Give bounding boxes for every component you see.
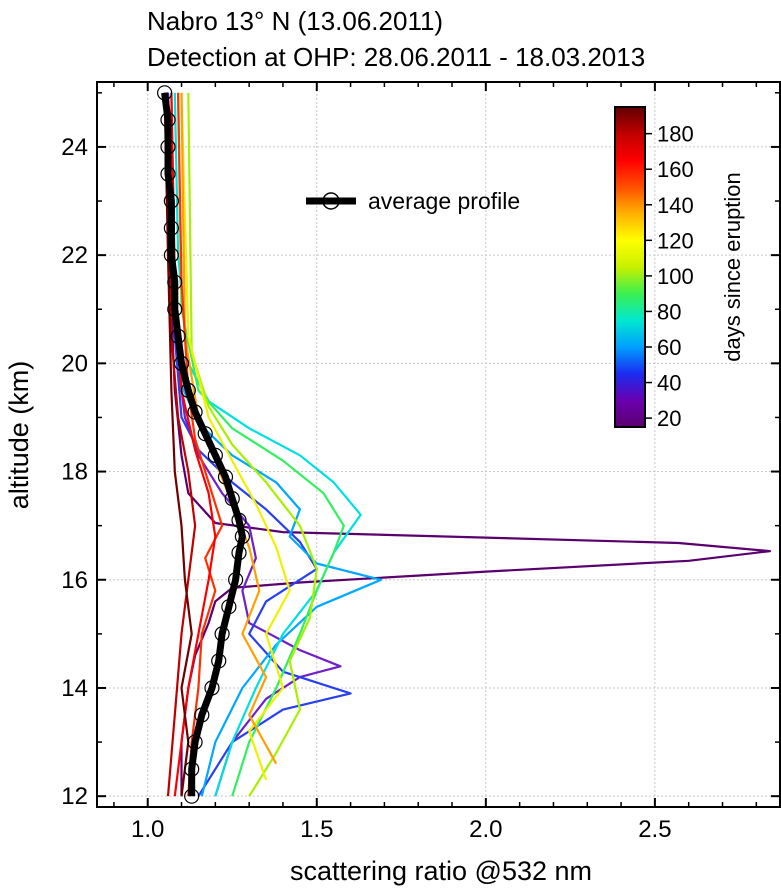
average-profile-marker-10 — [234, 528, 250, 545]
colorbar-tick-label-4: 100 — [657, 264, 694, 289]
average-profile — [157, 85, 250, 804]
average-profile-marker-9 — [231, 545, 247, 561]
colorbar-tick-label-3: 80 — [657, 299, 681, 324]
x-tick-label-3: 2.5 — [638, 816, 671, 843]
average-profile-marker-14 — [207, 447, 223, 463]
colorbar-ticks: 20 40 60 80 100 120 140 160 180 — [645, 122, 694, 431]
x-tick-label-1: 1.5 — [300, 816, 333, 843]
axis-ticks — [97, 82, 780, 807]
y-tick-label-6: 24 — [61, 134, 88, 161]
legend: average profile — [306, 188, 520, 214]
colorbar-tick-label-0: 20 — [657, 406, 681, 431]
y-tick-label-4: 20 — [61, 350, 88, 377]
profile-line-9 — [180, 92, 278, 765]
colorbar-tick-label-8: 180 — [657, 122, 694, 147]
average-profile-marker-17 — [180, 382, 196, 398]
average-profile-marker-24 — [163, 193, 179, 209]
y-tick-label-1: 14 — [61, 675, 88, 702]
average-profile-marker-6 — [214, 626, 230, 642]
x-tick-label-0: 1.0 — [131, 816, 164, 843]
y-tick-label-0: 12 — [61, 783, 88, 810]
average-profile-marker-20 — [167, 301, 183, 317]
average-profile-marker-25 — [160, 166, 176, 182]
colorbar: 20 40 60 80 100 120 140 160 180 days since erupt… — [614, 106, 745, 431]
profile-line-6 — [177, 92, 345, 797]
legend-marker — [322, 192, 340, 210]
y-tick-label-3: 18 — [61, 459, 88, 486]
colorbar-gradient — [614, 106, 646, 428]
average-profile-marker-27 — [160, 112, 176, 128]
profile-line-7 — [187, 92, 318, 797]
colorbar-tick-label-6: 140 — [657, 193, 694, 218]
average-profile-marker-5 — [211, 653, 227, 669]
average-profile-marker-4 — [204, 680, 220, 696]
average-profile-marker-19 — [170, 328, 186, 344]
average-profile-marker-12 — [224, 491, 240, 507]
chart-title-line-2: Detection at OHP: 28.06.2011 - 18.03.201… — [147, 42, 645, 72]
average-profile-marker-15 — [197, 426, 213, 442]
colorbar-tick-label-5: 120 — [657, 228, 694, 253]
average-profile-marker-3 — [194, 707, 210, 723]
average-profile-marker-7 — [221, 599, 237, 615]
colorbar-tick-label-1: 40 — [657, 371, 681, 396]
average-profile-marker-28 — [157, 85, 173, 101]
y-axis-label: altitude (km) — [4, 361, 34, 510]
profile-line-13 — [163, 92, 193, 797]
x-tick-label-2: 2.0 — [469, 816, 502, 843]
average-profile-marker-0 — [184, 788, 200, 804]
average-profile-marker-22 — [163, 247, 179, 263]
average-profile-marker-8 — [228, 572, 244, 588]
average-profile-marker-1 — [184, 761, 200, 777]
colorbar-tick-label-2: 60 — [657, 335, 681, 360]
average-profile-marker-16 — [187, 404, 203, 420]
profile-line-8 — [180, 92, 291, 781]
plot-frame — [96, 81, 781, 808]
average-profile-marker-23 — [163, 220, 179, 236]
average-profile-marker-11 — [231, 512, 247, 528]
average-profile-marker-26 — [160, 139, 176, 155]
average-profile-marker-2 — [187, 734, 203, 750]
average-profile-line — [161, 92, 246, 797]
y-tick-label-2: 16 — [61, 567, 88, 594]
chart-title-line-1: Nabro 13° N (13.06.2011) — [147, 6, 443, 36]
y-tick-labels: 12 14 16 18 20 22 24 — [61, 134, 88, 810]
average-profile-marker-18 — [173, 355, 190, 371]
x-axis-label: scattering ratio @532 nm — [290, 856, 592, 886]
legend-label: average profile — [368, 188, 520, 214]
profile-line-5 — [173, 92, 362, 797]
colorbar-tick-label-7: 160 — [657, 157, 694, 182]
average-profile-marker-13 — [217, 469, 234, 485]
y-tick-label-5: 22 — [61, 242, 88, 269]
x-tick-labels: 1.0 1.5 2.0 2.5 — [131, 816, 672, 843]
colorbar-title: days since eruption — [720, 172, 745, 362]
average-profile-marker-21 — [167, 274, 183, 290]
